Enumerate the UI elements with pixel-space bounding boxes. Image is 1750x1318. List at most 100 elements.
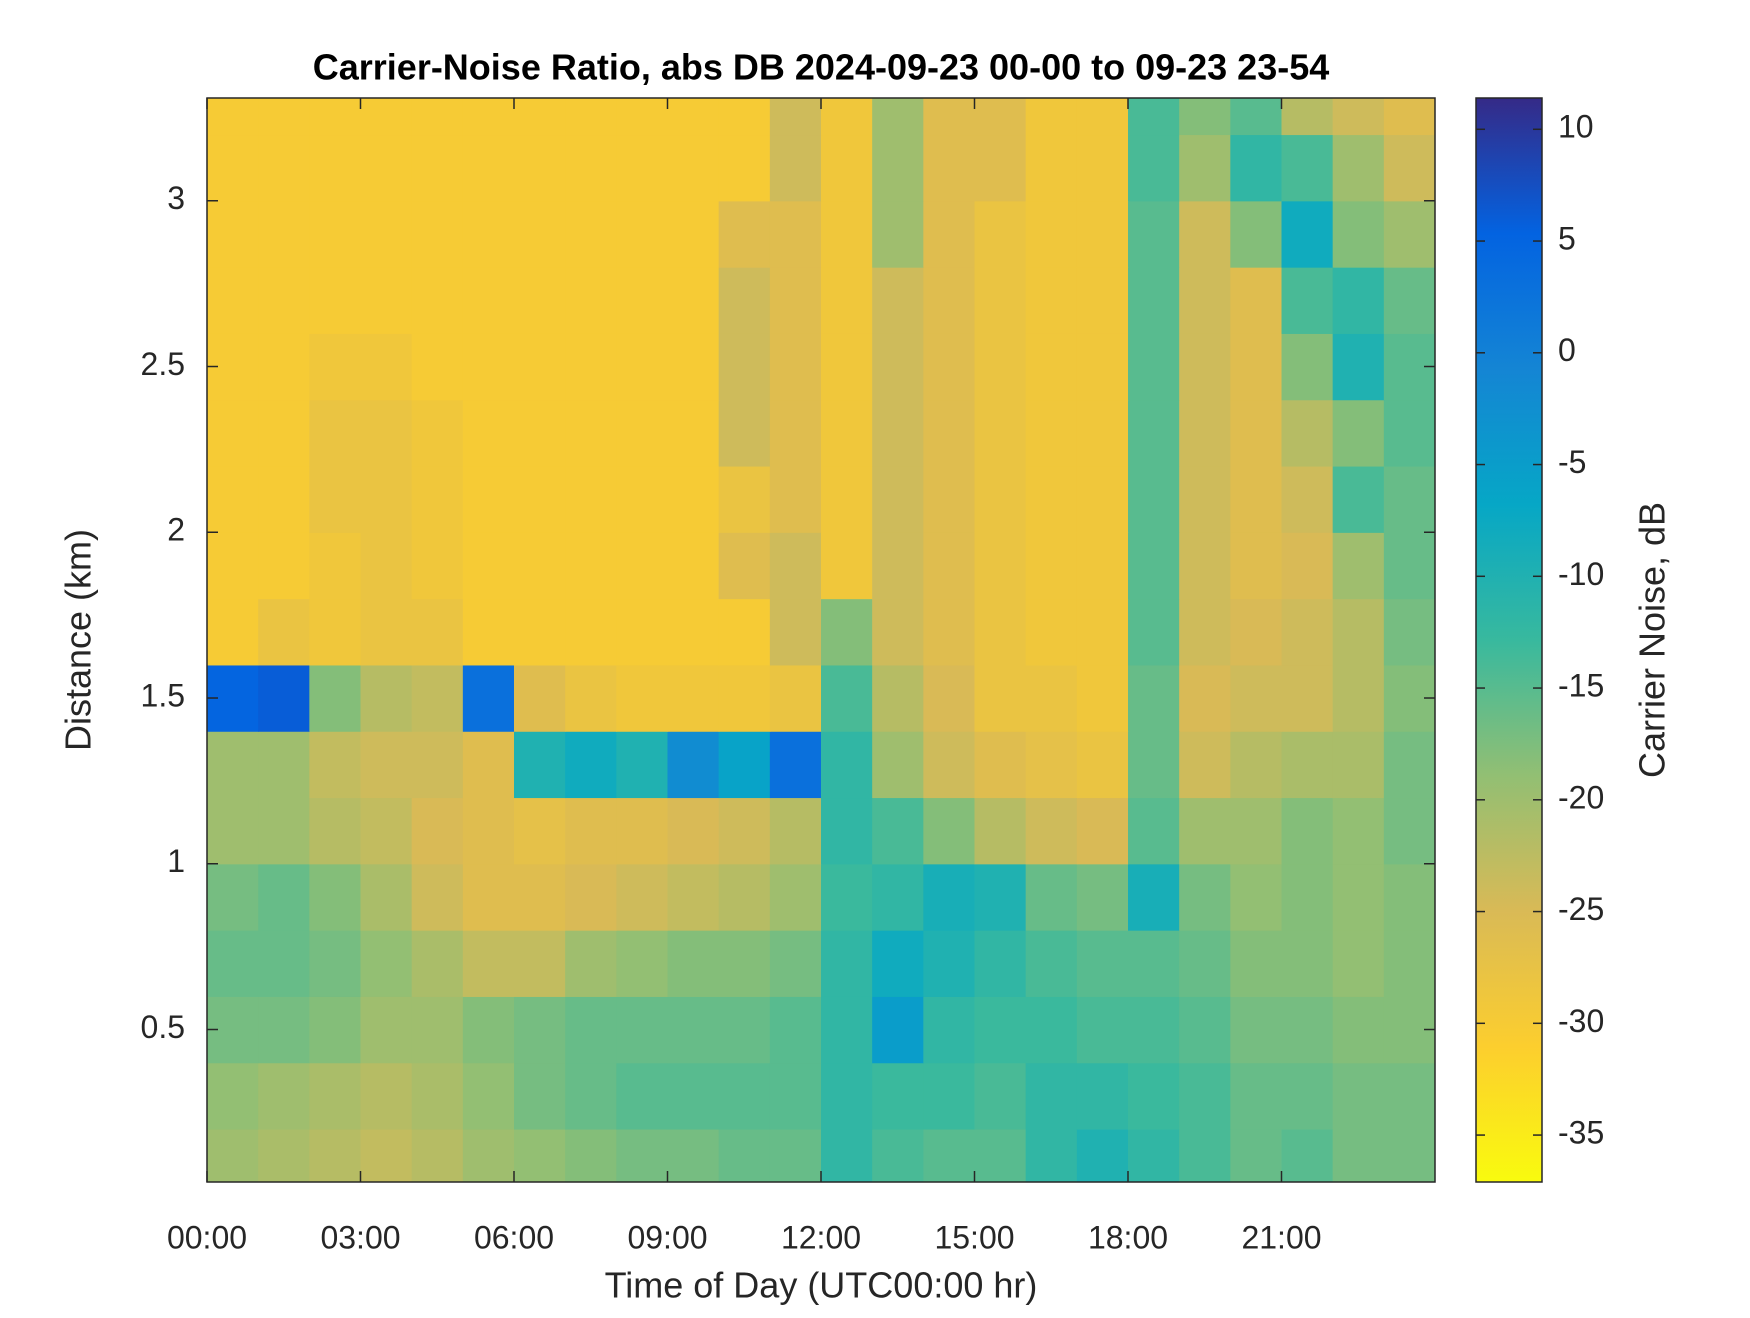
- heatmap-cell: [667, 797, 720, 865]
- heatmap-cell: [923, 399, 976, 467]
- heatmap-cell: [1281, 267, 1334, 334]
- heatmap-cell: [667, 532, 720, 600]
- heatmap-cell: [1128, 532, 1180, 600]
- heatmap-cell: [974, 1128, 1027, 1182]
- heatmap-cell: [821, 664, 873, 732]
- heatmap-cell: [462, 399, 515, 467]
- heatmap-cell: [616, 664, 669, 732]
- heatmap-cell: [616, 333, 669, 401]
- heatmap-cell: [616, 200, 669, 268]
- heatmap-cell: [974, 1062, 1027, 1130]
- heatmap-cell: [1179, 465, 1231, 533]
- colorbar-label: Carrier Noise, dB: [1632, 502, 1673, 778]
- heatmap-cell: [514, 996, 566, 1064]
- heatmap-cell: [1281, 1128, 1334, 1182]
- heatmap-cell: [821, 731, 873, 799]
- heatmap-cell: [1025, 863, 1078, 931]
- heatmap-cell: [667, 731, 720, 799]
- heatmap-cell: [1179, 1128, 1231, 1182]
- heatmap-cell: [1230, 200, 1283, 268]
- x-tick-label: 15:00: [934, 1219, 1014, 1255]
- heatmap-cell: [411, 98, 464, 136]
- heatmap-cell: [360, 465, 413, 533]
- heatmap-cell: [872, 532, 924, 600]
- heatmap-cell: [258, 1062, 310, 1130]
- heatmap-cell: [1025, 1062, 1078, 1130]
- heatmap-cell: [1179, 731, 1231, 799]
- heatmap-cell: [769, 863, 822, 931]
- heatmap-cell: [1025, 333, 1078, 401]
- heatmap-cell: [1332, 863, 1385, 931]
- heatmap-cell: [309, 267, 362, 334]
- heatmap-cell: [514, 731, 566, 799]
- heatmap-cell: [207, 1128, 259, 1182]
- heatmap-cell: [923, 664, 976, 732]
- heatmap-cell: [718, 1128, 771, 1182]
- heatmap-cell: [514, 598, 566, 666]
- heatmap-cell: [667, 267, 720, 334]
- heatmap-cell: [923, 267, 976, 334]
- heatmap-cell: [923, 1062, 976, 1130]
- heatmap-cell: [1025, 200, 1078, 268]
- heatmap-cell: [974, 399, 1027, 467]
- heatmap-cell: [1383, 465, 1435, 533]
- heatmap-cell: [565, 996, 617, 1064]
- heatmap-cell: [974, 333, 1027, 401]
- heatmap-cell: [207, 598, 259, 666]
- heatmap-cell: [1076, 399, 1129, 467]
- heatmap-cell: [821, 598, 873, 666]
- heatmap-cell: [718, 731, 771, 799]
- heatmap-cell: [667, 930, 720, 997]
- heatmap-cell: [718, 98, 771, 136]
- colorbar: [1475, 97, 1543, 1183]
- heatmap-cell: [1383, 598, 1435, 666]
- heatmap-cell: [718, 863, 771, 931]
- heatmap-cell: [667, 996, 720, 1064]
- heatmap-cell: [667, 598, 720, 666]
- heatmap-cell: [462, 1062, 515, 1130]
- heatmap-cell: [1332, 930, 1385, 997]
- heatmap-cell: [923, 333, 976, 401]
- heatmap-cell: [1128, 930, 1180, 997]
- heatmap-cell: [207, 731, 259, 799]
- chart-title: Carrier-Noise Ratio, abs DB 2024-09-23 0…: [313, 47, 1330, 88]
- heatmap-cell: [1128, 598, 1180, 666]
- heatmap-cell: [718, 930, 771, 997]
- heatmap-cell: [718, 134, 771, 202]
- heatmap-cell: [616, 996, 669, 1064]
- heatmap-cell: [769, 996, 822, 1064]
- heatmap-cell: [462, 664, 515, 732]
- heatmap-cell: [258, 863, 310, 931]
- heatmap-cell: [565, 664, 617, 732]
- heatmap-cell: [309, 731, 362, 799]
- heatmap-cell: [258, 532, 310, 600]
- heatmap-cell: [923, 200, 976, 268]
- colorbar-tick-label: -15: [1558, 668, 1604, 704]
- heatmap-cell: [1025, 465, 1078, 533]
- heatmap-cell: [1128, 465, 1180, 533]
- heatmap-cell: [1332, 996, 1385, 1064]
- heatmap-cell: [360, 731, 413, 799]
- heatmap-cell: [309, 598, 362, 666]
- heatmap-cell: [309, 930, 362, 997]
- heatmap-cell: [1128, 134, 1180, 202]
- heatmap-cell: [821, 267, 873, 334]
- heatmap-cell: [258, 134, 310, 202]
- heatmap-cell: [974, 797, 1027, 865]
- heatmap-cell: [769, 200, 822, 268]
- heatmap-cell: [514, 200, 566, 268]
- y-tick-label: 0.5: [141, 1009, 185, 1045]
- heatmap-cell: [872, 863, 924, 931]
- heatmap-cell: [1128, 98, 1180, 136]
- colorbar-tick-label: -20: [1558, 779, 1604, 815]
- heatmap-cell: [1076, 731, 1129, 799]
- heatmap-cell: [1230, 598, 1283, 666]
- colorbar-tick-label: -10: [1558, 556, 1604, 592]
- x-tick-label: 18:00: [1088, 1219, 1168, 1255]
- heatmap-cell: [514, 930, 566, 997]
- heatmap-cell: [1230, 996, 1283, 1064]
- heatmap-cell: [411, 996, 464, 1064]
- heatmap-cell: [258, 98, 310, 136]
- heatmap-cell: [207, 797, 259, 865]
- heatmap-cell: [974, 98, 1027, 136]
